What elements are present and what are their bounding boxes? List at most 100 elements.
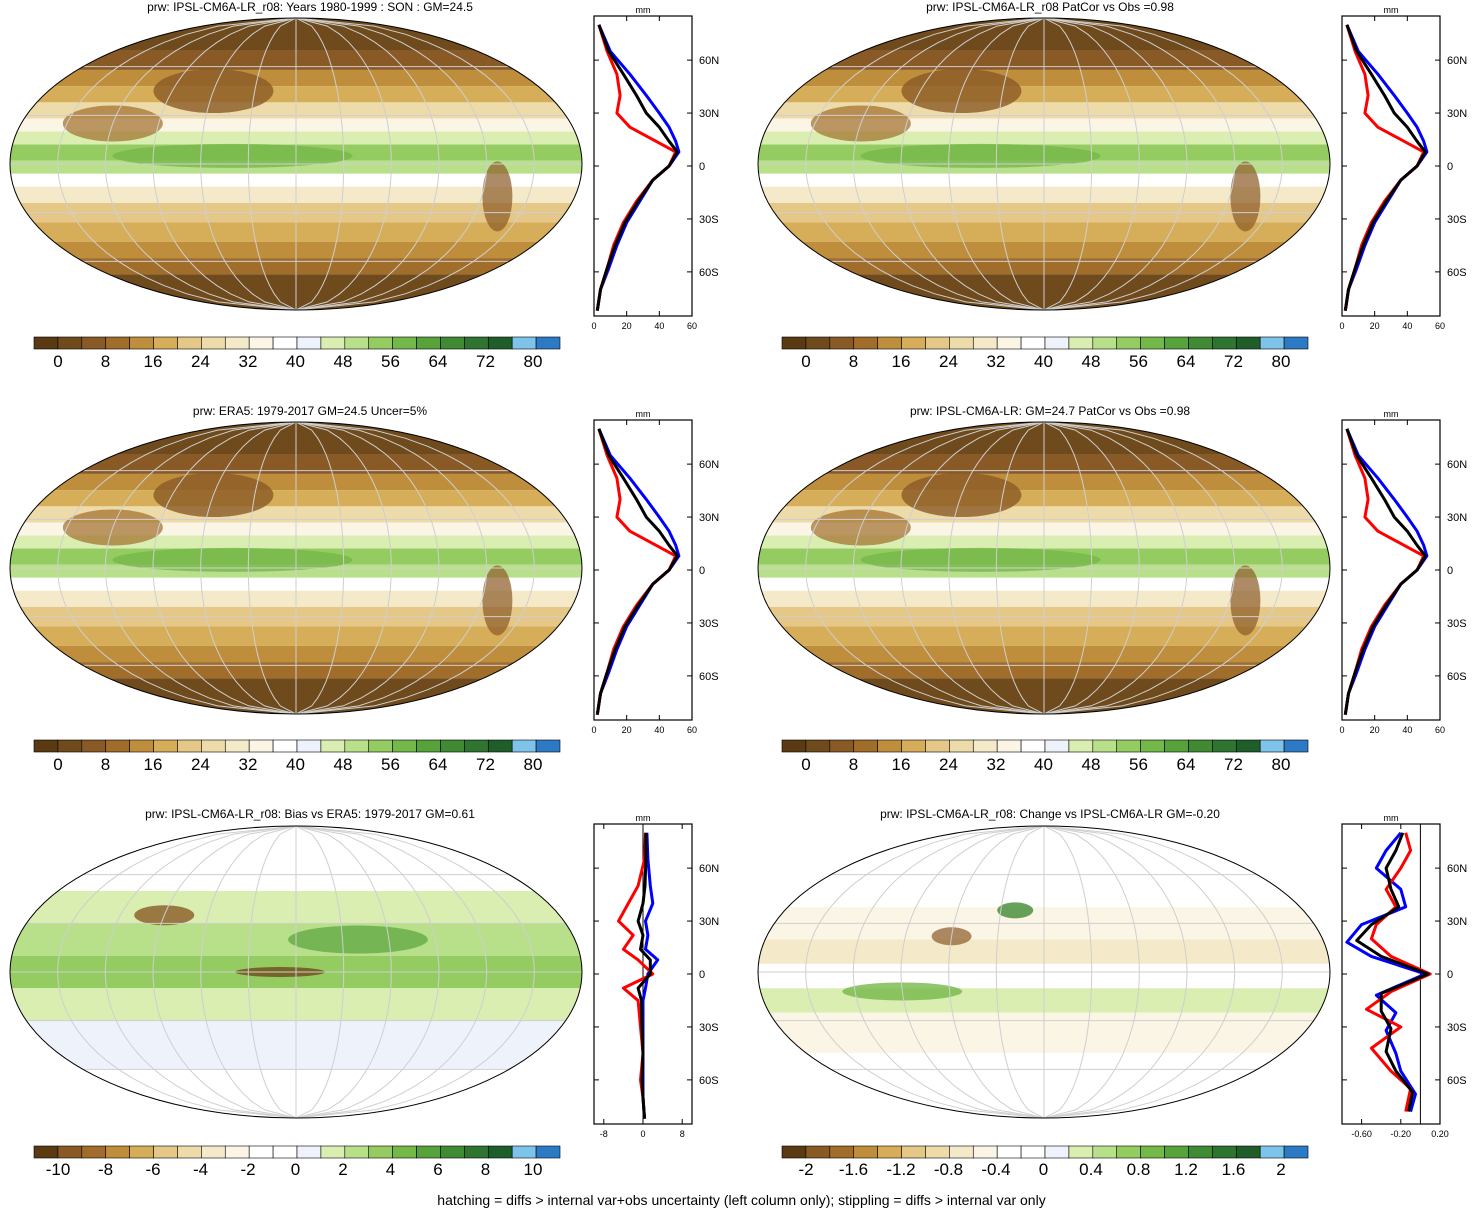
x-tick-label: 0	[591, 321, 596, 331]
colorbar-swatch	[925, 739, 950, 753]
x-tick-label: 60	[687, 725, 697, 735]
colorbar-label: 16	[891, 755, 911, 774]
colorbar-swatch	[129, 1145, 154, 1159]
colorbar-swatch	[344, 739, 370, 753]
lat-label: 30S	[1447, 214, 1467, 226]
zonal-line-mean	[1343, 428, 1427, 715]
x-tick-label: 60	[687, 321, 697, 331]
colorbar-swatch	[440, 1145, 465, 1159]
zonal-mean-plot-3: mm 60N 30N 0 30S 60S 0 20 40 60	[591, 409, 719, 735]
colorbar-label: 0	[1038, 1160, 1049, 1179]
colorbar-swatch	[1235, 739, 1261, 753]
colorbar-swatch	[511, 1145, 537, 1159]
x-tick-label: -0.60	[1351, 1129, 1372, 1139]
colorbar-swatch	[272, 1145, 298, 1159]
colorbar-label: -1.6	[838, 1160, 869, 1179]
colorbar-swatch	[392, 336, 417, 350]
colorbar-swatch	[368, 336, 393, 350]
colorbar-label: 80	[1271, 755, 1291, 774]
colorbar-swatch	[33, 739, 59, 753]
colorbar-label: -6	[145, 1160, 161, 1179]
colorbar-swatch	[440, 336, 465, 350]
colorbar-label: 32	[238, 352, 258, 371]
colorbar-swatch	[248, 336, 274, 350]
colorbar-swatch	[440, 739, 465, 753]
map-6	[757, 825, 1331, 1119]
colorbar-3	[33, 739, 561, 753]
colorbar-label: 56	[1129, 352, 1148, 371]
colorbar-swatch	[1140, 336, 1165, 350]
colorbar-label: 80	[523, 755, 543, 774]
lat-label: 0	[699, 161, 705, 173]
lat-label: 60N	[1447, 459, 1467, 471]
colorbar-swatch	[805, 739, 831, 753]
colorbar-label: 48	[1081, 755, 1101, 774]
lat-label: 60S	[699, 671, 719, 683]
colorbar-swatch	[1259, 1145, 1285, 1159]
colorbar-1	[33, 336, 561, 350]
colorbar-swatch	[487, 1145, 513, 1159]
lat-label: 30S	[1447, 618, 1467, 630]
lat-label: 0	[1447, 565, 1453, 577]
lat-label: 0	[1447, 969, 1453, 981]
x-tick-label: 20	[1370, 725, 1380, 735]
colorbar-swatch	[949, 336, 974, 350]
colorbar-label: 32	[986, 755, 1006, 774]
colorbar-swatch	[1259, 739, 1285, 753]
colorbar-swatch	[1259, 336, 1285, 350]
zonal-line-mean	[1355, 832, 1430, 1112]
colorbar-swatch	[1044, 739, 1070, 753]
colorbar-swatch	[1283, 336, 1309, 350]
colorbar-label: -8	[97, 1160, 114, 1179]
colorbar-swatch	[853, 336, 878, 350]
colorbar-swatch	[877, 1145, 902, 1159]
colorbar-swatch	[464, 739, 489, 753]
colorbar-swatch	[153, 739, 178, 753]
colorbar-label: -0.8	[933, 1160, 964, 1179]
colorbar-swatch	[1116, 1145, 1141, 1159]
colorbar-swatch	[105, 739, 130, 753]
zonal-line-mean	[595, 24, 679, 311]
lat-label: 30S	[699, 214, 719, 226]
colorbar-label: 0.4	[1079, 1160, 1103, 1179]
colorbar-swatch	[535, 336, 561, 350]
x-tick-label: 40	[654, 725, 664, 735]
colorbar-swatch	[224, 1145, 250, 1159]
colorbar-swatch	[1212, 336, 1237, 350]
colorbar-swatch	[901, 1145, 926, 1159]
zonal-line-mean	[595, 428, 679, 715]
footer-note: hatching = diffs > internal var+obs unce…	[437, 1192, 1046, 1208]
lat-label: 0	[699, 969, 705, 981]
colorbar-labels-4: 0 8 16 24 32 40 48 56 64 72 80	[748, 755, 1348, 777]
zonal-mean-plot-5: mm 60N 30N 0 30S 60S -8 0 8	[593, 813, 719, 1139]
lat-label: 30N	[1447, 512, 1467, 524]
colorbar-swatch	[1116, 739, 1141, 753]
panel-title: prw: IPSL-CM6A-LR_r08: Bias vs ERA5: 197…	[145, 807, 475, 821]
colorbar-label: 24	[939, 352, 958, 371]
colorbar-swatch	[224, 739, 250, 753]
colorbar-label: 40	[1034, 755, 1053, 774]
colorbar-swatch	[853, 739, 878, 753]
colorbar-swatch	[1068, 336, 1094, 350]
colorbar-labels-5: -10 -8 -6 -4 -2 0 2 4 6 8 10	[0, 1160, 600, 1182]
colorbar-swatch	[972, 739, 998, 753]
colorbar-swatch	[535, 739, 561, 753]
colorbar-swatch	[416, 739, 441, 753]
colorbar-4	[781, 739, 1309, 753]
colorbar-swatch	[877, 739, 902, 753]
colorbar-swatch	[1188, 336, 1213, 350]
colorbar-label: 16	[891, 352, 911, 371]
colorbar-swatch	[320, 739, 346, 753]
colorbar-swatch	[949, 739, 974, 753]
colorbar-5	[33, 1145, 561, 1159]
colorbar-swatch	[1188, 1145, 1213, 1159]
lat-label: 30N	[699, 512, 719, 524]
colorbar-label: 24	[191, 352, 210, 371]
colorbar-swatch	[1212, 1145, 1237, 1159]
colorbar-swatch	[57, 336, 83, 350]
colorbar-swatch	[33, 1145, 59, 1159]
zonal-unit: mm	[636, 5, 651, 15]
colorbar-labels-3: 0 8 16 24 32 40 48 56 64 72 80	[0, 755, 600, 777]
colorbar-swatch	[464, 1145, 489, 1159]
colorbar-label: 16	[143, 755, 163, 774]
